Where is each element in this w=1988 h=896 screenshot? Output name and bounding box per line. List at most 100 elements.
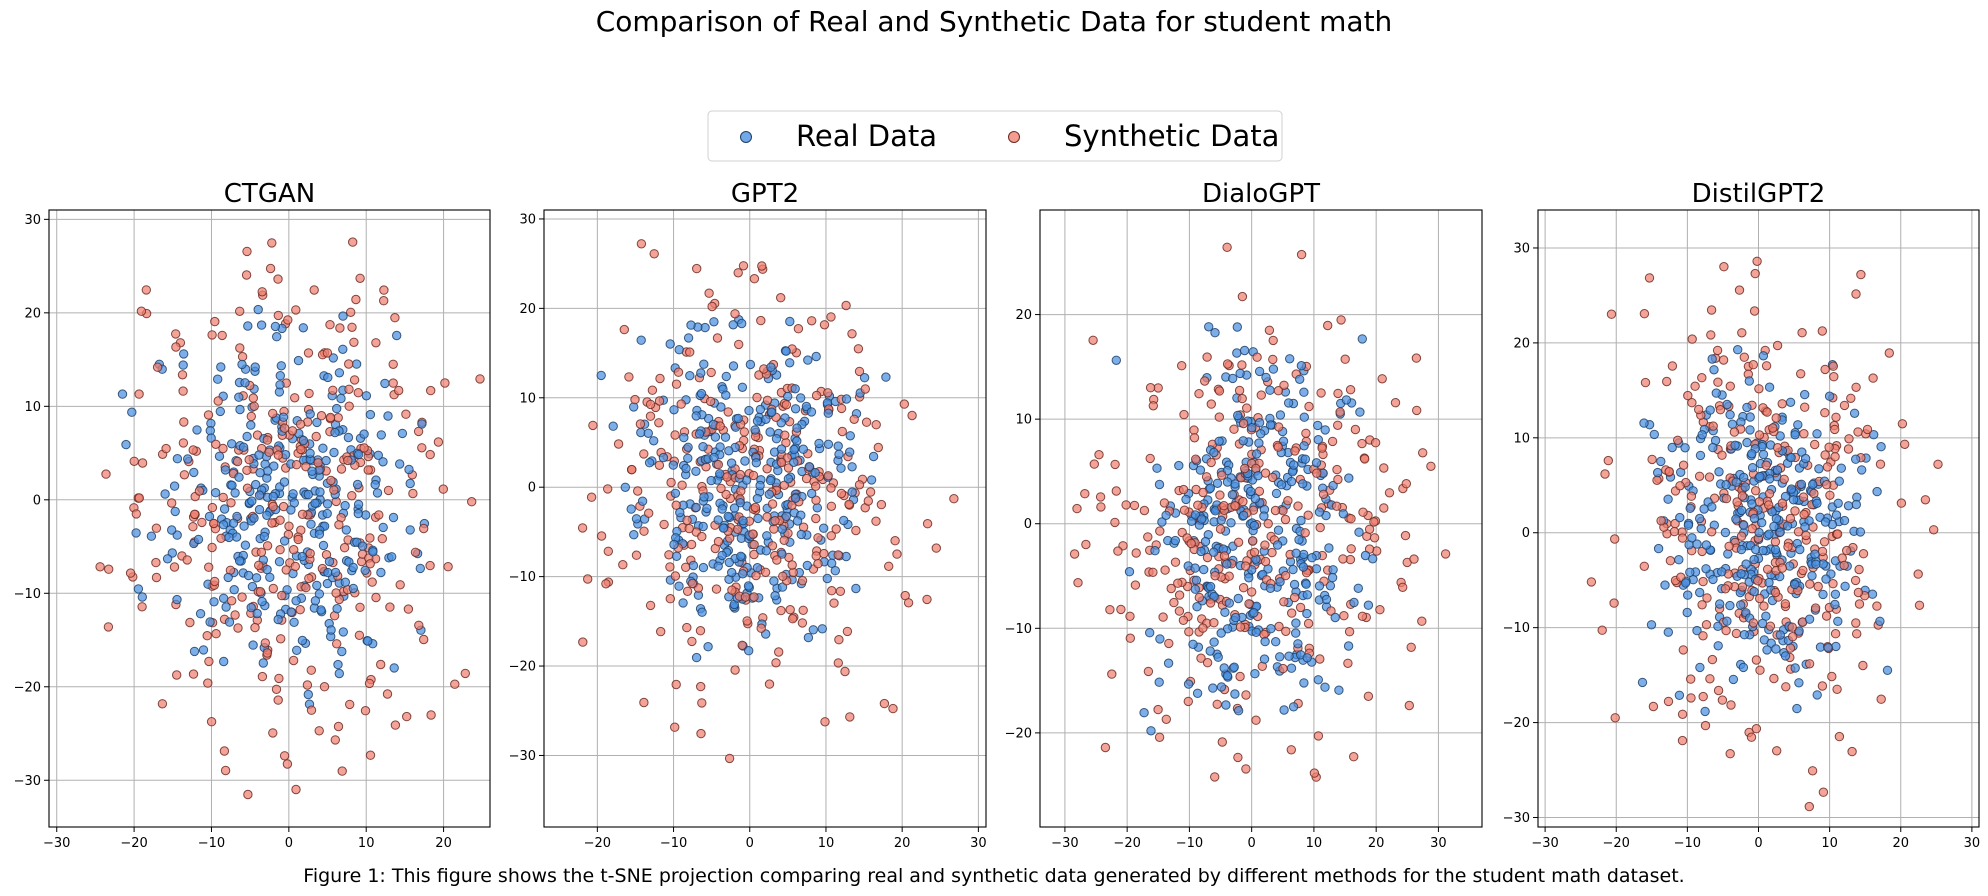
distilgpt2-real-point [1824, 391, 1835, 401]
ctgan-synthetic-point [207, 330, 217, 340]
dialogpt-real-point [1291, 548, 1301, 558]
ctgan-real-point [221, 602, 231, 612]
distilgpt2-synthetic-point [1820, 450, 1830, 460]
ctgan-real-point [205, 617, 215, 627]
dialogpt-real-point [1328, 565, 1338, 575]
ctgan-synthetic-point [242, 465, 252, 475]
gpt2-real-point [770, 591, 780, 601]
distilgpt2-synthetic-point [1770, 587, 1781, 598]
distilgpt2-synthetic-point [1822, 462, 1833, 472]
ctgan-real-point [262, 510, 272, 520]
ctgan-synthetic-point [329, 485, 339, 495]
ctgan-real-point [314, 589, 325, 599]
distilgpt2-synthetic-point [1830, 424, 1840, 435]
dialogpt-synthetic-point [1323, 320, 1333, 331]
dialogpt-synthetic-point [1237, 291, 1248, 302]
ctgan-synthetic-point [271, 684, 282, 694]
dialogpt-synthetic-point [1202, 658, 1213, 668]
gpt2-real-point [752, 493, 763, 504]
ctgan-real-point [137, 592, 148, 602]
gpt2-real-point [715, 442, 725, 452]
ctgan-synthetic-point [376, 659, 386, 670]
distilgpt2-real-point [1683, 590, 1693, 600]
gpt2-synthetic-point [596, 531, 607, 541]
gpt2-synthetic-point [704, 288, 714, 298]
dialogpt-real-point [1276, 480, 1287, 490]
ctgan-synthetic-point [296, 444, 306, 455]
distilgpt2-synthetic-point [1701, 620, 1712, 630]
dialogpt-real-point [1205, 646, 1215, 656]
ctgan-synthetic-point [274, 673, 284, 684]
gpt2-real-point [777, 582, 788, 592]
distilgpt2-synthetic-point [1828, 361, 1839, 371]
gpt2-synthetic-point [749, 539, 759, 550]
dialogpt-real-point [1357, 334, 1368, 344]
gpt2-real-point [726, 458, 737, 468]
distilgpt2-real-point [1733, 345, 1743, 355]
distilgpt2-real-point [1708, 574, 1718, 585]
distilgpt2-synthetic-point [1850, 575, 1861, 586]
dialogpt-real-point [1275, 410, 1286, 420]
distilgpt2-real-point [1867, 589, 1878, 599]
ctgan-xtick-label: −10 [198, 836, 225, 851]
gpt2-real-point [740, 456, 750, 466]
distilgpt2-real-point [1749, 513, 1760, 524]
distilgpt2-real-point [1808, 479, 1818, 490]
gpt2-synthetic-point [756, 315, 766, 326]
dialogpt-synthetic-point [1409, 554, 1419, 564]
gpt2-synthetic-point [826, 501, 837, 511]
dialogpt-real-point [1111, 355, 1122, 365]
gpt2-real-point [792, 423, 802, 433]
dialogpt-real-point [1224, 598, 1235, 608]
ctgan-real-point [298, 323, 308, 333]
legend: Real Data Synthetic Data [707, 110, 1283, 162]
distilgpt2-synthetic-point [1686, 491, 1697, 501]
dialogpt-real-point [1320, 425, 1330, 435]
dialogpt-synthetic-point [1273, 442, 1283, 452]
distilgpt2-real-point [1820, 517, 1831, 527]
gpt2-synthetic-point [860, 384, 870, 394]
dialogpt-real-point [1271, 637, 1281, 647]
ctgan-real-point [315, 487, 325, 497]
legend-frame [707, 110, 1283, 162]
gpt2-synthetic-point [756, 623, 766, 633]
dialogpt-real-point [1354, 527, 1364, 537]
dialogpt-synthetic-point [1267, 547, 1277, 558]
ctgan-synthetic-point [360, 706, 371, 716]
gpt2-real-point [789, 457, 799, 467]
distilgpt2-synthetic-point [1851, 618, 1861, 628]
distilgpt2-real-point [1857, 465, 1867, 475]
gpt2-synthetic-point [656, 626, 666, 637]
distilgpt2-synthetic-point [1717, 450, 1727, 460]
gpt2-real-point [881, 372, 891, 382]
gpt2-real-point [669, 405, 679, 415]
distilgpt2-real-point [1833, 498, 1843, 508]
gpt2-synthetic-point [854, 480, 865, 490]
gpt2-synthetic-point [751, 570, 761, 581]
ctgan-synthetic-point [306, 705, 317, 715]
gpt2-synthetic-point [781, 400, 792, 410]
dialogpt-real-point [1328, 480, 1338, 491]
ctgan-real-point [337, 646, 347, 657]
dialogpt-synthetic-point [1268, 354, 1278, 365]
distilgpt2-synthetic-point [1698, 691, 1708, 702]
distilgpt2-real-point [1745, 425, 1755, 435]
gpt2-synthetic-point [811, 390, 822, 401]
dialogpt-real-point [1208, 683, 1218, 693]
ctgan-ytick-label: 30 [24, 213, 41, 228]
dialogpt-real-point [1233, 410, 1243, 421]
distilgpt2-real-point [1786, 484, 1797, 494]
ctgan-real-point [338, 311, 348, 321]
distilgpt2-real-point [1663, 627, 1674, 637]
dialogpt-synthetic-point [1340, 354, 1350, 364]
ctgan-synthetic-point [289, 545, 299, 555]
dialogpt-synthetic-point [1440, 549, 1451, 559]
dialogpt-synthetic-point [1346, 514, 1356, 524]
distilgpt2-real-point [1747, 449, 1757, 459]
distilgpt2-synthetic-point [1820, 408, 1830, 418]
gpt2-synthetic-point [681, 562, 691, 572]
gpt2-real-point [753, 513, 763, 524]
distilgpt2-synthetic-point [1765, 621, 1776, 631]
distilgpt2-synthetic-point [1719, 262, 1729, 272]
dialogpt-real-point [1220, 607, 1230, 617]
